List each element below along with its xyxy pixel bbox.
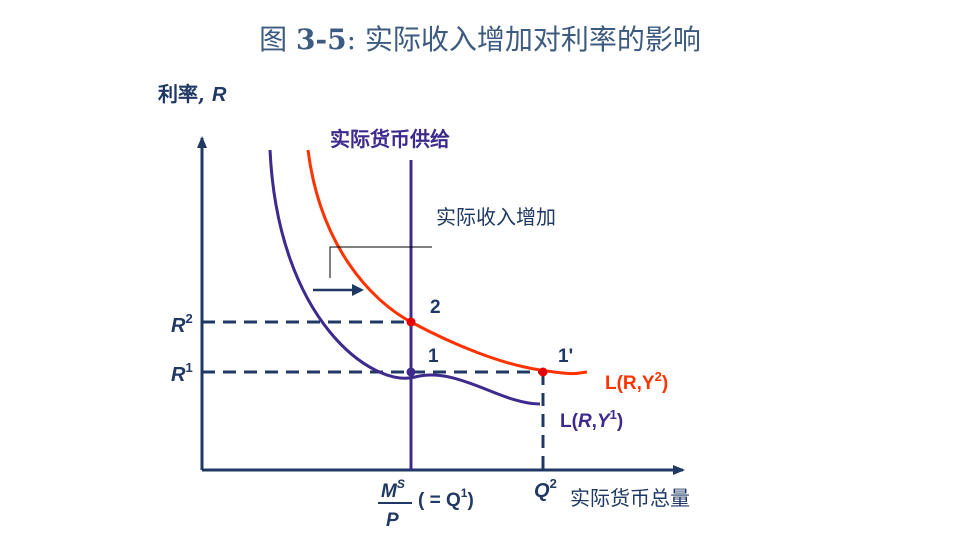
curve-y2-label: L(R,Y2): [605, 369, 668, 394]
point-1-prime-label: 1': [558, 346, 573, 367]
q2-label: Q2: [534, 476, 557, 502]
income-increase-label: 实际收入增加: [436, 205, 556, 229]
y-axis-label: 利率, R: [158, 82, 227, 106]
x-axis-label: 实际货币总量: [570, 486, 690, 510]
point-2-label: 2: [430, 297, 441, 318]
title-number: 3-5: [295, 23, 347, 56]
point-1-prime: [538, 367, 548, 377]
demand-curve-y2: [306, 149, 588, 376]
curve-y1-label: L(R,Y1): [560, 407, 623, 432]
page-title: 图 3-5: 实际收入增加对利率的影响: [0, 18, 960, 58]
money-supply-label: 实际货币供给: [330, 127, 450, 151]
r1-label: R1: [171, 360, 193, 386]
ms-equals-q1: ( = Q1): [418, 486, 474, 511]
demand-curve-y1: [268, 149, 541, 406]
title-text: : 实际收入增加对利率的影响: [346, 23, 701, 56]
equilibrium-point-1: [406, 367, 416, 377]
ms-numerator: MS: [381, 477, 405, 502]
r2-label: R2: [171, 311, 193, 337]
income-increase-callout: [329, 246, 432, 278]
shift-arrowhead: [352, 284, 364, 296]
equilibrium-point-2: [406, 317, 416, 327]
ms-denominator: P: [386, 510, 399, 531]
title-prefix: 图: [259, 23, 296, 56]
point-1-label: 1: [428, 346, 439, 367]
